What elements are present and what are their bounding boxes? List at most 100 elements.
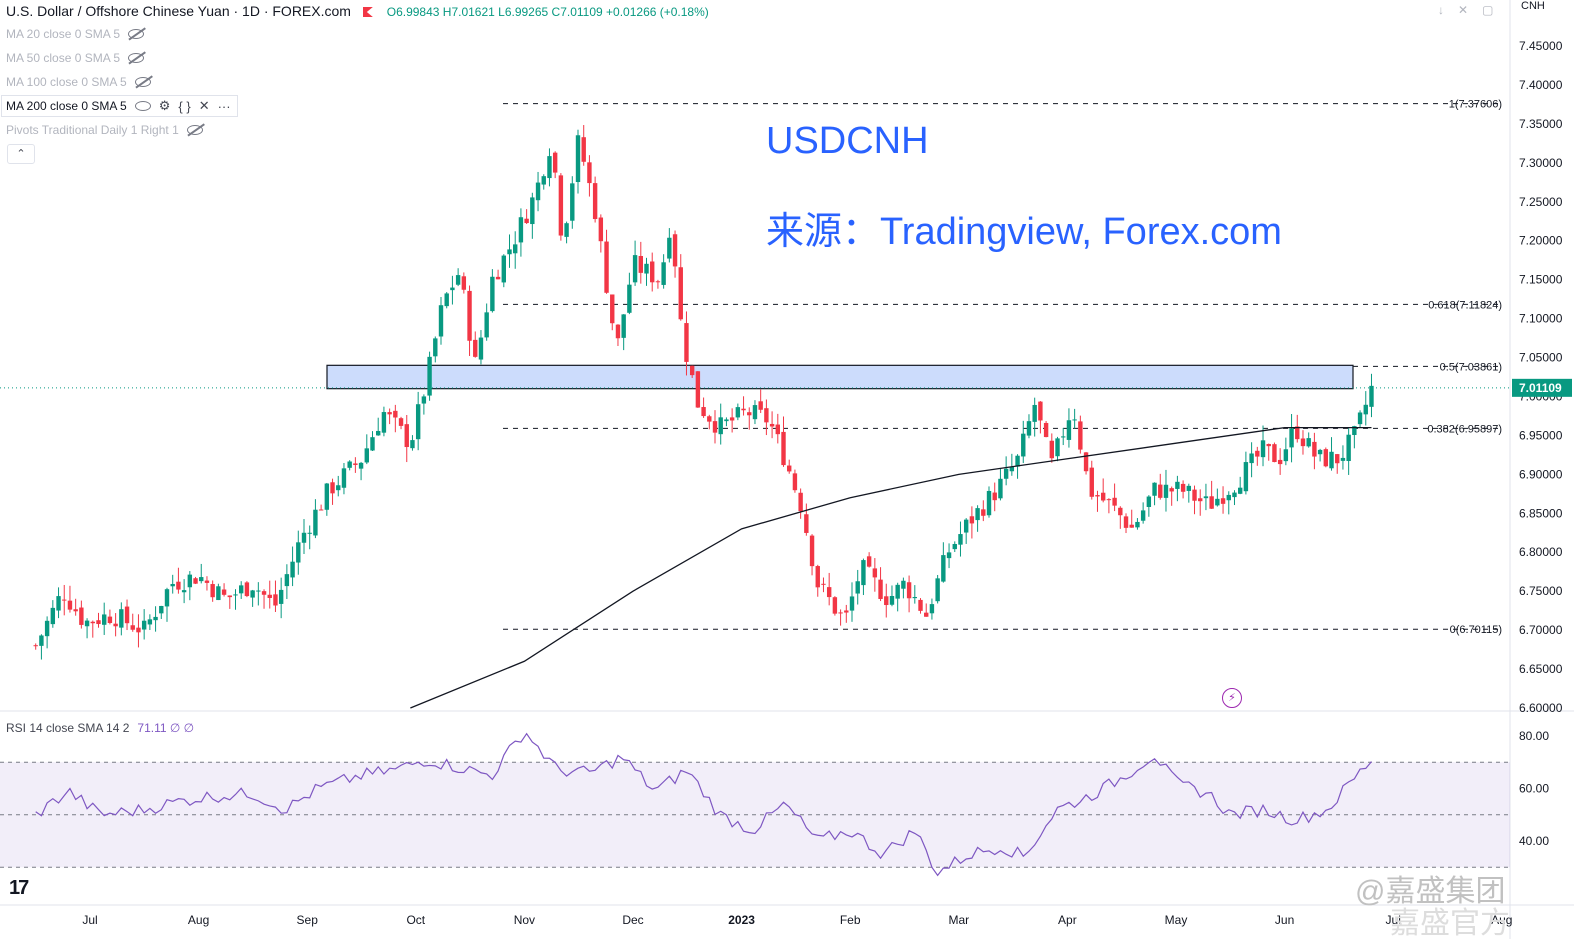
candle-body bbox=[415, 404, 421, 440]
candle bbox=[644, 257, 649, 286]
candle bbox=[364, 434, 369, 465]
candle bbox=[507, 234, 512, 268]
time-axis-label: Dec bbox=[622, 913, 643, 927]
candle-body bbox=[1323, 449, 1329, 467]
symbol-header: U.S. Dollar / Offshore Chinese Yuan · 1D… bbox=[6, 3, 709, 19]
candle bbox=[815, 564, 820, 597]
ohlc-values: O6.99843 H7.01621 L6.99265 C7.01109 +0.0… bbox=[386, 5, 709, 19]
candle bbox=[1295, 414, 1300, 443]
time-axis-label: Oct bbox=[406, 913, 425, 927]
annotation-title: USDCNH bbox=[766, 120, 929, 162]
candle bbox=[415, 391, 421, 451]
remove-icon[interactable]: ✕ bbox=[198, 98, 210, 113]
time-axis-label: 2023 bbox=[728, 913, 755, 927]
chart-controls[interactable]: ↓✕▢ bbox=[1438, 3, 1507, 17]
candle bbox=[718, 403, 723, 445]
candle bbox=[1158, 473, 1163, 500]
candle-body bbox=[1289, 428, 1294, 448]
candle-body bbox=[764, 408, 769, 423]
price-tick-label: 6.60000 bbox=[1519, 701, 1563, 715]
settings-icon[interactable]: ⚙ bbox=[158, 98, 171, 113]
candle bbox=[775, 413, 780, 444]
candle bbox=[159, 605, 164, 619]
source-code-icon[interactable]: { } bbox=[178, 98, 191, 114]
candle bbox=[1226, 491, 1231, 515]
eye-off-icon[interactable] bbox=[134, 77, 151, 87]
candle-body bbox=[1140, 510, 1146, 521]
eye-icon[interactable] bbox=[134, 101, 151, 111]
price-tick-label: 7.10000 bbox=[1519, 312, 1563, 326]
candle bbox=[181, 579, 187, 604]
candle bbox=[615, 324, 621, 346]
collapse-legend-button[interactable]: ⌃ bbox=[7, 144, 35, 164]
price-tick-label: 6.85000 bbox=[1519, 506, 1563, 520]
candle-body bbox=[575, 135, 581, 183]
indicator-ma20[interactable]: MA 20 close 0 SMA 5 bbox=[6, 27, 145, 41]
candle bbox=[290, 546, 295, 587]
candle-body bbox=[1038, 401, 1043, 421]
candle bbox=[113, 613, 118, 637]
price-tick-label: 6.75000 bbox=[1519, 584, 1563, 598]
candle-body bbox=[330, 482, 335, 494]
candle-body bbox=[735, 407, 741, 418]
candle-body bbox=[570, 183, 575, 221]
lightning-icon[interactable]: ⚡ bbox=[1222, 688, 1242, 708]
candle-body bbox=[775, 424, 780, 435]
price-tick-label: 7.40000 bbox=[1519, 78, 1563, 92]
candle bbox=[1312, 432, 1317, 470]
indicator-ma100[interactable]: MA 100 close 0 SMA 5 bbox=[6, 75, 151, 89]
candle-body bbox=[1072, 419, 1077, 421]
candle-body bbox=[655, 281, 661, 283]
symbol-title[interactable]: U.S. Dollar / Offshore Chinese Yuan · 1D… bbox=[6, 3, 351, 19]
indicator-ma200[interactable]: MA 200 close 0 SMA 5 ⚙ { } ✕ ··· bbox=[1, 95, 238, 117]
candle bbox=[969, 506, 975, 539]
candle-body bbox=[1066, 420, 1072, 440]
candle-body bbox=[239, 585, 244, 594]
fib-level-label: 0(6.70115) bbox=[1450, 624, 1502, 636]
candle-body bbox=[1352, 426, 1357, 436]
candle bbox=[650, 252, 655, 292]
candle bbox=[912, 585, 918, 604]
candle-body bbox=[632, 255, 638, 283]
candle bbox=[233, 589, 238, 610]
candle bbox=[119, 602, 124, 636]
candle-body bbox=[524, 218, 529, 224]
candle bbox=[284, 564, 290, 600]
candle bbox=[136, 614, 141, 648]
rsi-legend[interactable]: RSI 14 close SMA 14 2 71.11 ∅ ∅ bbox=[6, 721, 194, 735]
candle bbox=[1169, 486, 1174, 506]
candle bbox=[1049, 433, 1055, 463]
price-tick-label: 6.65000 bbox=[1519, 662, 1563, 676]
candle-body bbox=[90, 621, 95, 624]
candle-body bbox=[96, 620, 101, 625]
indicator-ma50[interactable]: MA 50 close 0 SMA 5 bbox=[6, 51, 145, 65]
indicator-pivots[interactable]: Pivots Traditional Daily 1 Right 1 bbox=[6, 123, 203, 137]
candle-body bbox=[1021, 433, 1026, 457]
candle-body bbox=[844, 610, 849, 613]
candle bbox=[707, 414, 712, 430]
candle bbox=[473, 331, 478, 358]
candle-body bbox=[56, 596, 61, 611]
candle-body bbox=[901, 580, 906, 589]
eye-off-icon[interactable] bbox=[128, 29, 145, 39]
candle bbox=[752, 400, 758, 425]
candle bbox=[1255, 446, 1260, 466]
more-icon[interactable]: ··· bbox=[217, 98, 231, 114]
eye-off-icon[interactable] bbox=[128, 53, 145, 63]
candle-body bbox=[889, 595, 895, 605]
candle-body bbox=[296, 542, 301, 563]
candle bbox=[239, 581, 244, 599]
tradingview-logo[interactable]: 17 bbox=[9, 877, 29, 899]
currency-unit-label[interactable]: CNH bbox=[1521, 0, 1545, 12]
last-price-label: 7.01109 bbox=[1519, 381, 1562, 395]
candle-body bbox=[678, 267, 683, 320]
candle-body bbox=[50, 607, 56, 625]
candle-body bbox=[981, 509, 986, 516]
eye-off-icon[interactable] bbox=[186, 125, 203, 135]
candle bbox=[1340, 445, 1346, 470]
candle bbox=[684, 311, 689, 376]
candle-body bbox=[1215, 498, 1220, 506]
candle bbox=[809, 534, 815, 576]
candle-body bbox=[798, 492, 803, 512]
